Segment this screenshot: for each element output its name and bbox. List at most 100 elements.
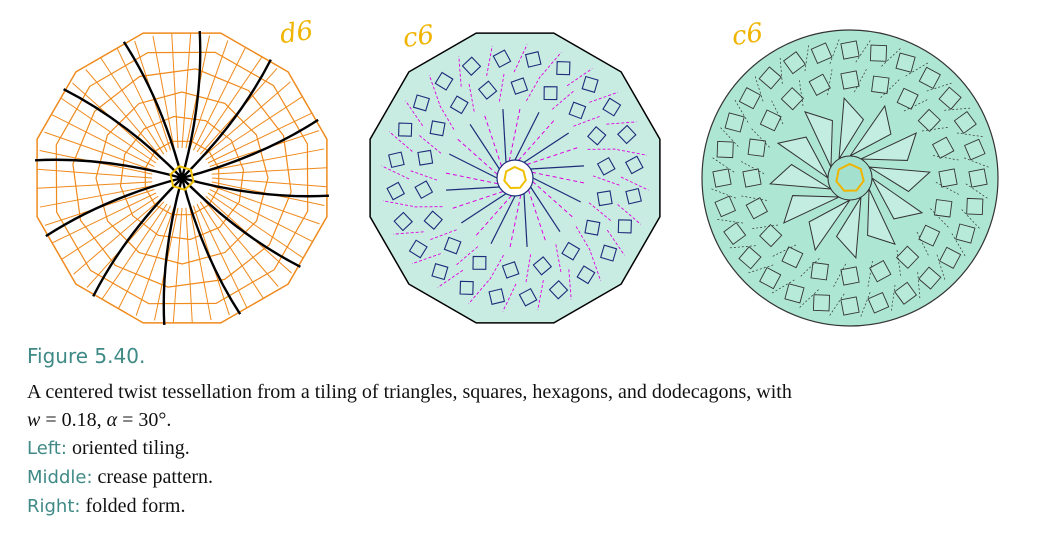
figure: d6 c6 c6	[35, 0, 999, 340]
folded-square	[917, 108, 941, 133]
mountain-fold	[620, 176, 649, 191]
twist-flap	[860, 132, 917, 161]
hidden-edge	[961, 209, 981, 230]
symmetry-axis	[181, 177, 301, 268]
folded-square	[840, 70, 860, 90]
folded-square	[938, 168, 958, 188]
hidden-edge	[728, 245, 756, 249]
folded-square	[968, 168, 988, 188]
hidden-edge	[880, 79, 900, 98]
folded-square	[745, 197, 769, 220]
twist-flap	[867, 188, 896, 245]
tiling-edge	[189, 40, 229, 150]
valley-fold	[532, 177, 582, 203]
mountain-fold	[428, 74, 440, 104]
folded-square	[759, 109, 782, 132]
square-twist	[576, 265, 596, 285]
twist-flap	[783, 195, 840, 224]
square-twist	[596, 156, 616, 176]
tiling-edge	[202, 198, 279, 287]
alpha-value: = 30°.	[117, 409, 172, 431]
square-twist	[443, 236, 462, 255]
tiling-edge	[209, 189, 313, 242]
tiling-edge	[44, 131, 154, 171]
tiling-edge	[193, 47, 246, 151]
middle-text: crease pattern.	[92, 466, 214, 488]
mountain-fold	[468, 280, 489, 305]
tiling-edge	[199, 201, 264, 299]
w-symbol: w	[27, 409, 41, 431]
mountain-fold	[509, 194, 522, 250]
mountain-fold	[486, 45, 493, 76]
symmetry-axis	[181, 118, 319, 180]
folded-square	[840, 296, 860, 316]
mountain-fold	[568, 269, 572, 300]
hidden-edge	[903, 99, 928, 112]
hidden-edge	[772, 244, 797, 257]
valley-fold	[502, 109, 507, 163]
mountain-fold	[458, 56, 462, 87]
tiling-edge	[85, 69, 162, 158]
symmetry-axis	[181, 176, 329, 198]
tiling-edge	[202, 81, 291, 158]
twist-flap	[871, 177, 924, 220]
tiling-edge	[196, 56, 263, 153]
hidden-edge	[771, 100, 784, 125]
folded-square	[738, 246, 762, 270]
tiling-edge	[211, 177, 327, 188]
folded-square	[810, 261, 829, 281]
mountain-fold	[508, 106, 521, 162]
square-twist	[587, 126, 607, 146]
hidden-edge	[944, 107, 972, 111]
square-twist	[449, 95, 469, 115]
folded-square	[758, 66, 782, 90]
folded-square	[918, 66, 941, 90]
hidden-edge	[964, 157, 990, 168]
square-twist	[600, 244, 618, 262]
folded-square	[723, 222, 747, 246]
twist-flap	[776, 136, 829, 179]
folded-square	[953, 110, 977, 134]
square-twist	[568, 101, 587, 120]
mountain-fold	[449, 191, 504, 210]
square-twist	[543, 86, 558, 101]
mountain-fold	[388, 131, 413, 152]
twist-flap	[838, 97, 865, 160]
mountain-fold	[606, 121, 637, 125]
tiling-edge	[210, 148, 325, 171]
folded-square	[955, 223, 976, 244]
tiling-edge	[171, 33, 179, 149]
square-twist	[408, 239, 428, 259]
square-twist	[414, 180, 434, 200]
tiling-edge	[205, 96, 303, 161]
tiling-ring	[119, 115, 245, 241]
tiling-edge	[152, 35, 175, 150]
square-twist	[398, 122, 413, 137]
folded-square	[812, 294, 831, 312]
symmetry-axis	[35, 158, 183, 180]
tiling-edge	[172, 207, 183, 323]
twist-flap	[804, 111, 833, 168]
square-twist	[393, 211, 413, 232]
tiling-edge	[181, 33, 192, 149]
hidden-edge	[936, 254, 946, 281]
tiling-edge	[207, 192, 304, 259]
hidden-edge	[921, 127, 948, 132]
tiling-edge	[51, 114, 155, 167]
folded-square	[781, 246, 804, 269]
folded-square	[918, 224, 941, 247]
twist-flap	[808, 199, 851, 252]
valley-fold	[530, 186, 561, 232]
middle-panel-crease-pattern: c6	[355, 0, 675, 340]
middle-symmetry-label: c6	[401, 19, 437, 55]
valley-fold	[523, 193, 528, 247]
hidden-edge	[935, 181, 959, 195]
square-twist	[617, 219, 632, 234]
caption-left-item: Left: oriented tiling.	[27, 434, 1027, 463]
mountain-fold	[382, 200, 413, 207]
crease-pattern-drawing	[369, 32, 661, 324]
square-twist	[388, 151, 405, 169]
hidden-edge	[804, 44, 810, 72]
tiling-edge	[37, 181, 153, 189]
square-twist	[602, 97, 622, 117]
